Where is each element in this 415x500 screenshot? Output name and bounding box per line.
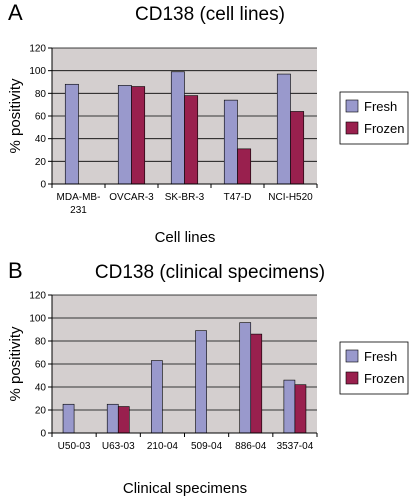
bar-fresh <box>276 73 291 185</box>
legend-swatch-fresh <box>345 99 359 113</box>
y-axis-label: % positivity <box>7 78 24 154</box>
panel-letter: B <box>8 258 23 283</box>
x-tick-label: MDA-MB-231 <box>57 192 101 216</box>
x-tick-label: 3537-04 <box>277 441 314 452</box>
legend-label-frozen: Frozen <box>364 371 404 386</box>
y-tick-label: 40 <box>35 383 47 394</box>
bar-frozen <box>131 86 146 185</box>
chart-panel-b: B CD138 (clinical specimens) 0 20 40 60 80 10… <box>7 258 409 497</box>
y-tick-label: 20 <box>35 157 47 168</box>
x-tick-labels: MDA-MB-231 OVCAR-3 SK-BR-3 T47-D NCI-H520 <box>57 192 314 216</box>
y-tick-label: 80 <box>35 89 47 100</box>
x-tick-label: 210-04 <box>147 441 179 452</box>
x-axis-label: Clinical specimens <box>123 480 247 497</box>
y-tick-label: 20 <box>35 406 47 417</box>
x-axis-label: Cell lines <box>155 229 216 246</box>
legend: Fresh Frozen <box>339 91 409 145</box>
x-tick-label: U50-03 <box>58 441 91 452</box>
bar-fresh <box>106 403 119 434</box>
chart-panel-a: A CD138 (cell lines) 0 20 40 60 80 100 120 MDA… <box>7 0 409 246</box>
y-axis-label: % positivity <box>7 326 24 402</box>
x-tick-labels: U50-03 U63-03 210-04 509-04 886-04 3537-04 <box>58 441 314 452</box>
y-tick-label: 60 <box>35 112 47 123</box>
x-tick-label: OVCAR-3 <box>109 192 154 203</box>
legend: Fresh Frozen <box>339 341 409 395</box>
axes <box>48 294 318 437</box>
bars <box>62 322 307 434</box>
chart-title: CD138 (clinical specimens) <box>95 262 325 283</box>
bar-frozen <box>184 95 199 185</box>
y-tick-label: 60 <box>35 360 47 371</box>
x-tick-label: NCI-H520 <box>268 192 313 203</box>
legend-swatch-fresh <box>345 349 359 363</box>
y-tick-label: 100 <box>29 66 46 77</box>
y-tick-labels: 0 20 40 60 80 100 120 <box>29 291 46 440</box>
bar-frozen <box>250 333 263 434</box>
bars <box>64 71 305 185</box>
bar-fresh <box>223 99 238 185</box>
panel-letter: A <box>8 0 23 25</box>
bar-frozen <box>290 111 305 185</box>
bar-fresh <box>195 330 207 434</box>
x-tick-label: T47-D <box>224 192 252 203</box>
y-tick-label: 0 <box>40 180 46 191</box>
bar-fresh <box>239 322 252 434</box>
bar-fresh <box>64 83 79 185</box>
y-tick-label: 120 <box>29 44 46 55</box>
y-tick-label: 80 <box>35 337 47 348</box>
y-tick-label: 100 <box>29 314 46 325</box>
y-tick-labels: 0 20 40 60 80 100 120 <box>29 44 46 191</box>
chart-title: CD138 (cell lines) <box>135 4 285 25</box>
legend-label-fresh: Fresh <box>364 349 397 364</box>
legend-label-fresh: Fresh <box>364 99 397 114</box>
x-tick-label: U63-03 <box>102 441 135 452</box>
x-tick-label: 886-04 <box>235 441 267 452</box>
bar-frozen <box>294 384 307 434</box>
bar-fresh <box>62 403 75 434</box>
legend-label-frozen: Frozen <box>364 121 404 136</box>
bar-frozen <box>117 406 130 434</box>
y-tick-label: 0 <box>40 429 46 440</box>
bar-fresh <box>117 85 132 185</box>
x-tick-label: 509-04 <box>191 441 223 452</box>
y-tick-label: 40 <box>35 134 47 145</box>
x-tick-label: SK-BR-3 <box>165 192 205 203</box>
bar-fresh <box>283 379 296 434</box>
legend-swatch-frozen <box>345 121 359 135</box>
bar-fresh <box>151 360 163 434</box>
bar-fresh <box>170 71 185 185</box>
y-tick-label: 120 <box>29 291 46 302</box>
gridlines <box>52 294 317 411</box>
bar-frozen <box>237 148 252 185</box>
legend-swatch-frozen <box>345 371 359 385</box>
axes <box>48 47 318 188</box>
